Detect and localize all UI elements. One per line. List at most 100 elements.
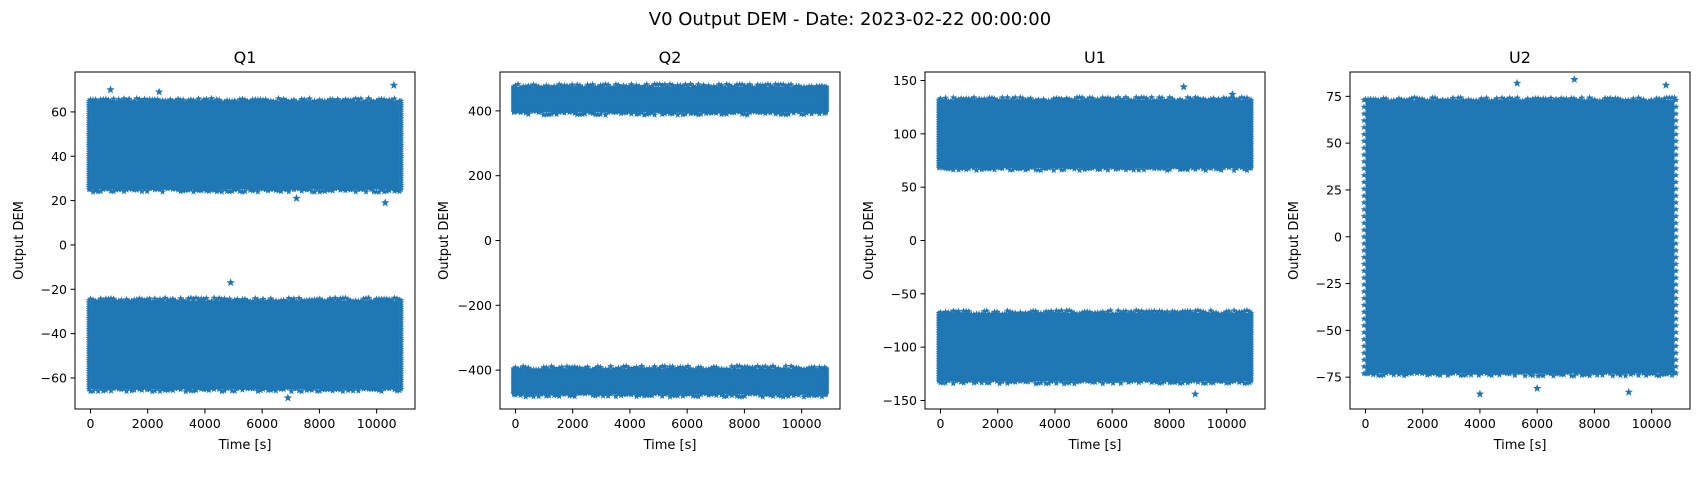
point-marker [594, 111, 602, 118]
point-marker [1104, 166, 1112, 173]
point-marker [1627, 370, 1635, 378]
point-marker [1040, 376, 1047, 383]
point-marker [939, 379, 947, 386]
point-marker [777, 110, 785, 118]
x-tick-label: 0 [86, 416, 94, 431]
point-marker [1119, 164, 1127, 171]
point-marker [141, 95, 148, 102]
point-marker [1037, 97, 1045, 104]
point-marker [269, 385, 277, 393]
point-marker [1204, 310, 1212, 318]
point-marker [661, 390, 669, 398]
point-marker [548, 362, 555, 370]
point-marker [231, 97, 239, 104]
point-marker [542, 110, 550, 118]
point-marker [166, 296, 174, 303]
point-marker [761, 109, 769, 117]
point-marker [303, 186, 311, 193]
point-marker [233, 98, 241, 106]
point-marker [1360, 171, 1368, 178]
point-marker [638, 84, 646, 91]
point-marker [754, 362, 761, 370]
point-marker [986, 379, 993, 386]
point-marker [303, 97, 311, 105]
point-marker [1671, 94, 1678, 101]
point-marker [117, 185, 125, 193]
point-marker [584, 81, 591, 88]
point-marker [1217, 97, 1225, 104]
point-marker [584, 107, 591, 115]
point-marker [272, 297, 280, 304]
point-marker [1217, 166, 1225, 173]
point-marker [1042, 307, 1050, 315]
point-marker [259, 295, 267, 303]
point-marker [313, 185, 321, 192]
point-marker [184, 96, 192, 104]
outlier-point [226, 278, 235, 287]
point-marker [125, 95, 133, 102]
outlier-point [1475, 389, 1485, 398]
point-marker [208, 94, 215, 102]
point-marker [200, 295, 208, 303]
point-marker [1506, 370, 1514, 377]
point-marker [397, 385, 405, 392]
point-marker [1140, 166, 1148, 173]
point-marker [741, 82, 749, 89]
point-marker [1222, 379, 1230, 386]
point-marker [741, 392, 749, 399]
point-marker [615, 390, 622, 397]
point-marker [952, 163, 960, 171]
point-marker [1016, 377, 1024, 385]
point-marker [705, 391, 713, 398]
point-marker [1122, 307, 1130, 315]
point-marker [810, 392, 818, 399]
point-marker [684, 82, 692, 89]
point-marker [1462, 97, 1470, 104]
point-marker [321, 386, 329, 393]
point-marker [1145, 164, 1153, 171]
point-marker [1184, 94, 1192, 101]
point-marker [1672, 226, 1680, 233]
point-marker [617, 364, 625, 372]
point-marker [1055, 376, 1063, 383]
point-marker [326, 295, 334, 302]
point-marker [805, 108, 813, 115]
data-series [1360, 75, 1680, 398]
point-marker [682, 391, 689, 398]
point-marker [785, 366, 792, 373]
point-marker [1078, 164, 1086, 172]
point-marker [1377, 371, 1385, 379]
point-marker [527, 82, 535, 89]
point-marker [633, 110, 640, 118]
point-marker [589, 80, 597, 88]
point-marker [1158, 94, 1166, 101]
point-marker [362, 188, 370, 195]
point-marker [522, 393, 530, 400]
point-marker [1040, 95, 1047, 103]
point-marker [1065, 163, 1073, 171]
point-marker [331, 97, 339, 105]
point-marker [540, 389, 548, 397]
point-marker [1050, 310, 1058, 317]
point-marker [810, 84, 818, 91]
point-marker [1202, 309, 1210, 316]
point-marker [586, 366, 594, 373]
axes-frame [499, 71, 841, 410]
point-marker [1360, 199, 1368, 206]
point-marker [615, 108, 622, 115]
point-marker [537, 107, 545, 115]
point-marker [1247, 164, 1255, 171]
point-marker [725, 81, 733, 88]
point-marker [228, 97, 236, 105]
point-marker [146, 385, 154, 393]
point-marker [651, 363, 658, 370]
point-marker [1562, 368, 1570, 376]
point-marker [728, 83, 736, 90]
point-marker [965, 376, 973, 384]
point-marker [1060, 166, 1068, 173]
point-marker [519, 107, 527, 115]
point-marker [105, 96, 112, 103]
point-marker [581, 364, 589, 371]
band-edge-markers [85, 94, 405, 195]
point-marker [372, 295, 380, 302]
